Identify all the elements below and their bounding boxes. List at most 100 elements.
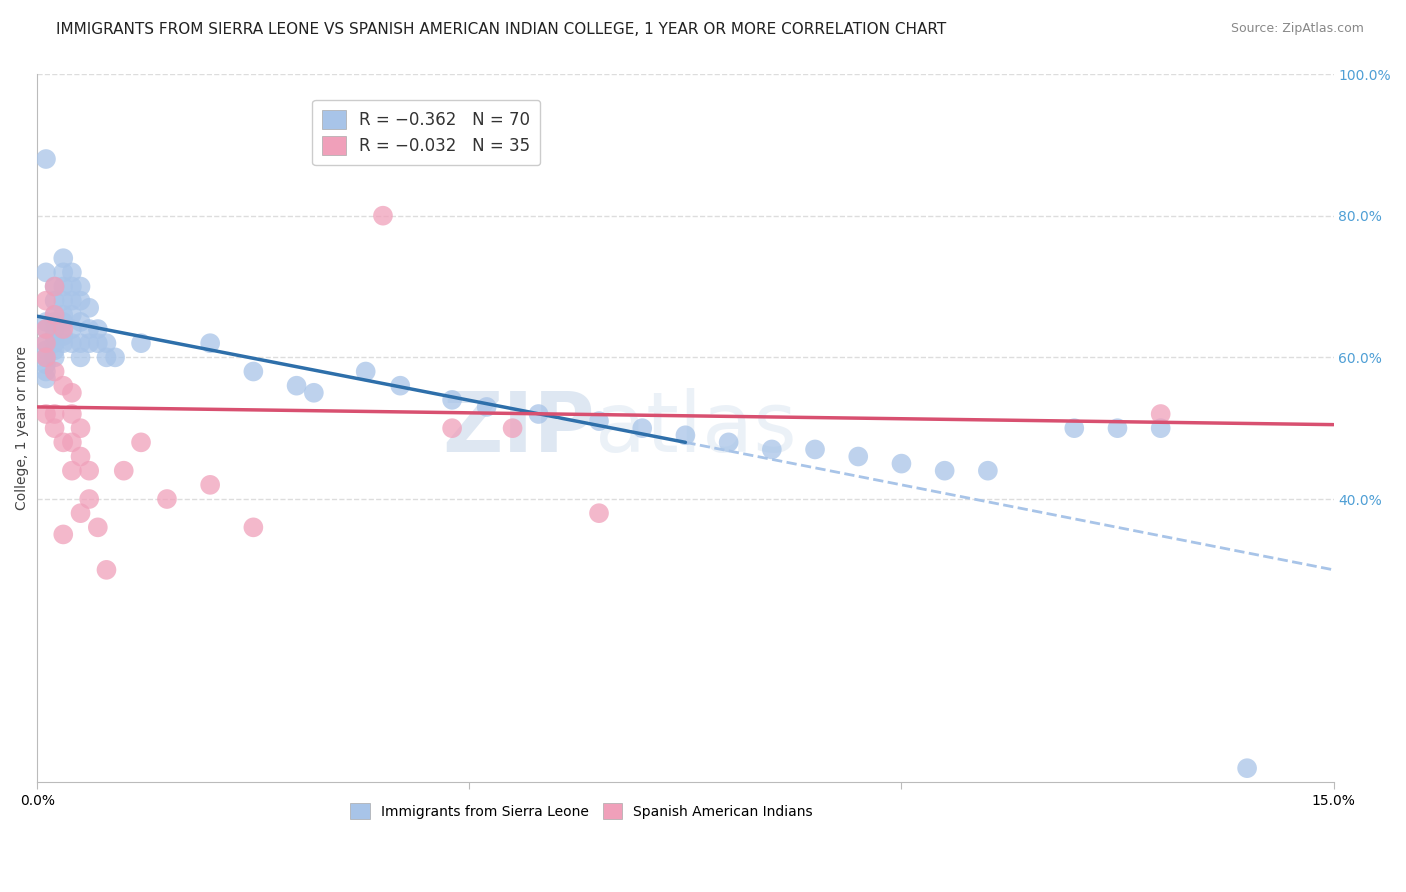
- Point: [69, 506, 91, 520]
- Point: [35, 293, 58, 308]
- Point: [44, 279, 66, 293]
- Point: [846, 450, 869, 464]
- Point: [60, 435, 83, 450]
- Legend: Immigrants from Sierra Leone, Spanish American Indians: Immigrants from Sierra Leone, Spanish Am…: [344, 797, 818, 825]
- Point: [354, 364, 377, 378]
- Point: [242, 364, 264, 378]
- Point: [52, 308, 75, 322]
- Point: [52, 378, 75, 392]
- Text: atlas: atlas: [595, 388, 796, 468]
- Point: [35, 322, 58, 336]
- Point: [35, 407, 58, 421]
- Point: [69, 293, 91, 308]
- Point: [35, 364, 58, 378]
- Point: [44, 364, 66, 378]
- Point: [60, 279, 83, 293]
- Point: [198, 336, 221, 351]
- Point: [717, 435, 740, 450]
- Point: [441, 392, 464, 407]
- Point: [44, 315, 66, 329]
- Text: Source: ZipAtlas.com: Source: ZipAtlas.com: [1230, 22, 1364, 36]
- Point: [60, 293, 83, 308]
- Point: [96, 563, 118, 577]
- Point: [44, 336, 66, 351]
- Point: [69, 450, 91, 464]
- Point: [35, 343, 58, 358]
- Point: [77, 464, 100, 478]
- Point: [673, 428, 696, 442]
- Point: [761, 442, 783, 457]
- Point: [77, 322, 100, 336]
- Point: [1107, 421, 1129, 435]
- Point: [1063, 421, 1085, 435]
- Point: [44, 322, 66, 336]
- Point: [60, 385, 83, 400]
- Point: [52, 336, 75, 351]
- Point: [44, 279, 66, 293]
- Point: [52, 279, 75, 293]
- Point: [60, 322, 83, 336]
- Point: [35, 315, 58, 329]
- Point: [60, 407, 83, 421]
- Point: [285, 378, 308, 392]
- Point: [69, 351, 91, 365]
- Point: [129, 336, 152, 351]
- Y-axis label: College, 1 year or more: College, 1 year or more: [15, 346, 30, 510]
- Point: [890, 457, 912, 471]
- Point: [35, 336, 58, 351]
- Point: [502, 421, 524, 435]
- Point: [35, 358, 58, 372]
- Point: [52, 329, 75, 343]
- Point: [1150, 421, 1173, 435]
- Text: IMMIGRANTS FROM SIERRA LEONE VS SPANISH AMERICAN INDIAN COLLEGE, 1 YEAR OR MORE : IMMIGRANTS FROM SIERRA LEONE VS SPANISH …: [56, 22, 946, 37]
- Point: [35, 371, 58, 385]
- Point: [198, 478, 221, 492]
- Point: [804, 442, 827, 457]
- Point: [631, 421, 654, 435]
- Text: ZIP: ZIP: [443, 388, 595, 468]
- Point: [35, 351, 58, 365]
- Point: [77, 336, 100, 351]
- Point: [35, 351, 58, 365]
- Point: [87, 336, 110, 351]
- Point: [44, 308, 66, 322]
- Point: [60, 265, 83, 279]
- Point: [96, 351, 118, 365]
- Point: [35, 265, 58, 279]
- Point: [60, 336, 83, 351]
- Point: [35, 322, 58, 336]
- Point: [69, 421, 91, 435]
- Point: [1150, 407, 1173, 421]
- Point: [441, 421, 464, 435]
- Point: [44, 343, 66, 358]
- Point: [60, 464, 83, 478]
- Point: [69, 336, 91, 351]
- Point: [44, 351, 66, 365]
- Point: [35, 336, 58, 351]
- Point: [77, 301, 100, 315]
- Point: [69, 315, 91, 329]
- Point: [389, 378, 412, 392]
- Point: [69, 279, 91, 293]
- Point: [60, 308, 83, 322]
- Point: [52, 435, 75, 450]
- Point: [44, 308, 66, 322]
- Point: [1236, 761, 1258, 775]
- Point: [35, 152, 58, 166]
- Point: [52, 527, 75, 541]
- Point: [52, 251, 75, 265]
- Point: [44, 293, 66, 308]
- Point: [77, 491, 100, 506]
- Point: [52, 293, 75, 308]
- Point: [87, 520, 110, 534]
- Point: [96, 336, 118, 351]
- Point: [112, 464, 135, 478]
- Point: [156, 491, 179, 506]
- Point: [104, 351, 127, 365]
- Point: [588, 506, 610, 520]
- Point: [44, 421, 66, 435]
- Point: [371, 209, 394, 223]
- Point: [52, 315, 75, 329]
- Point: [527, 407, 550, 421]
- Point: [977, 464, 1000, 478]
